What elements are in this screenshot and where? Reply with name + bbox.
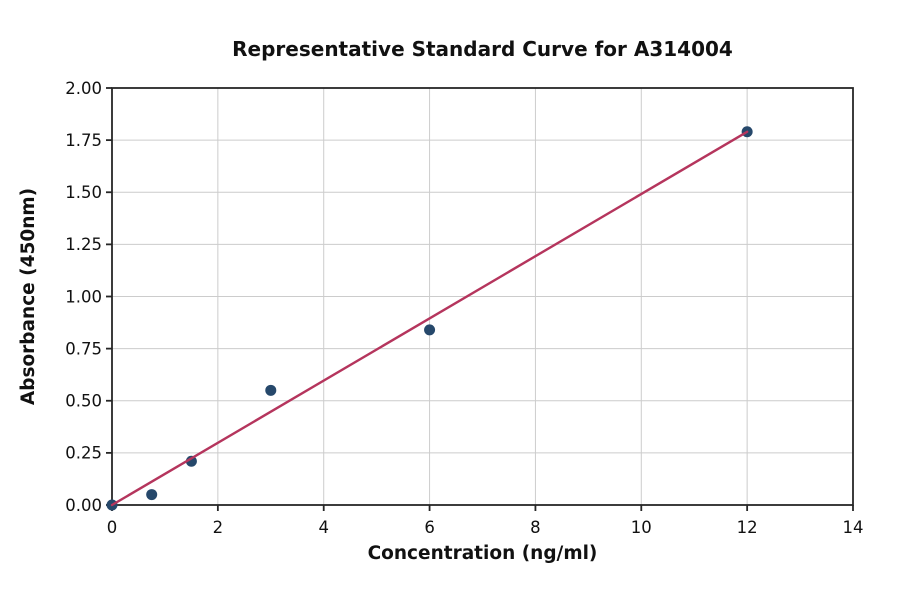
x-tick-label: 4 [318,518,329,537]
x-tick-label: 6 [424,518,435,537]
y-tick-label: 1.00 [65,287,102,306]
x-tick-label: 0 [107,518,118,537]
axis-ticks: 0 2 4 6 8 10 12 14 0.00 0.25 0.50 0.75 1.00 1.25 1.50 1… [65,79,863,537]
y-axis-label: Absorbance (450nm) [18,188,39,405]
gridlines [112,88,854,505]
x-tick-label: 12 [737,518,758,537]
fit-line [110,130,749,507]
x-tick-label: 10 [631,518,652,537]
chart-title: Representative Standard Curve for A31400… [232,37,733,61]
x-tick-label: 8 [530,518,541,537]
x-axis-label: Concentration (ng/ml) [368,543,598,564]
y-tick-label: 0.50 [65,392,102,411]
x-tick-label: 14 [843,518,864,537]
plot-border [111,87,854,506]
y-tick-label: 0.00 [65,496,102,515]
data-point [146,489,158,501]
data-point [185,455,197,467]
y-tick-label: 0.75 [65,339,102,358]
x-tick-label: 2 [213,518,224,537]
series-layer [106,126,753,511]
data-point [265,384,277,396]
y-tick-label: 1.75 [65,131,102,150]
y-tick-label: 0.25 [65,444,102,463]
y-tick-label: 1.25 [65,235,102,254]
data-point [424,324,436,336]
y-tick-label: 1.50 [65,183,102,202]
y-tick-label: 2.00 [65,79,102,98]
